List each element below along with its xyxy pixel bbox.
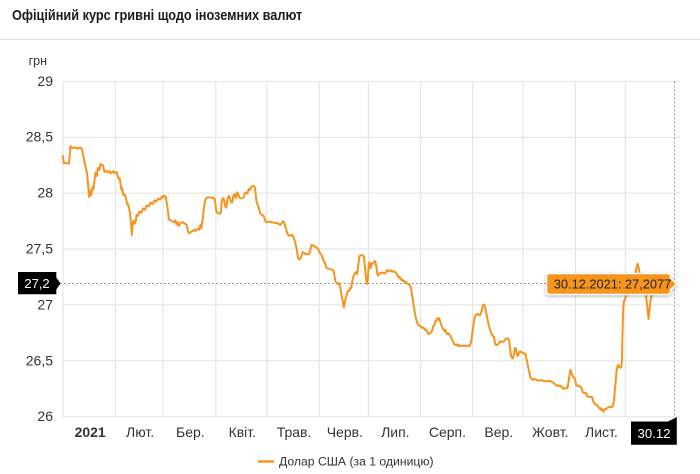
svg-text:Лист.: Лист.	[585, 424, 618, 440]
svg-text:Бер.: Бер.	[176, 424, 205, 440]
svg-text:2021: 2021	[75, 424, 106, 440]
svg-text:30.12: 30.12	[637, 426, 670, 441]
svg-text:27,5: 27,5	[26, 241, 53, 257]
svg-text:26,5: 26,5	[26, 352, 53, 368]
svg-text:30.12.2021: 27,2077: 30.12.2021: 27,2077	[554, 277, 671, 292]
svg-text:26: 26	[37, 408, 53, 424]
svg-text:Трав.: Трав.	[277, 424, 312, 440]
svg-text:29: 29	[37, 73, 53, 89]
svg-text:Жовт.: Жовт.	[532, 424, 568, 440]
svg-text:27: 27	[37, 296, 53, 312]
svg-text:Черв.: Черв.	[327, 424, 363, 440]
svg-text:грн: грн	[29, 54, 48, 68]
svg-text:27,2: 27,2	[24, 276, 49, 291]
svg-text:Вер.: Вер.	[484, 424, 513, 440]
svg-text:Лип.: Лип.	[381, 424, 409, 440]
svg-text:Долар США (за 1 одиницю): Долар США (за 1 одиницю)	[279, 455, 434, 469]
svg-text:Лют.: Лют.	[126, 424, 154, 440]
svg-text:28,5: 28,5	[26, 129, 53, 145]
svg-text:Квіт.: Квіт.	[229, 424, 256, 440]
svg-text:Серп.: Серп.	[429, 424, 466, 440]
svg-text:28: 28	[37, 185, 53, 201]
